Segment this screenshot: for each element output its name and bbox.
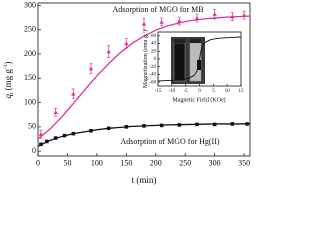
- y-tick-label: 0: [154, 57, 157, 62]
- x-tick-label: 50: [63, 158, 71, 167]
- y-tick-label: 60: [151, 34, 157, 39]
- y-label-symbol: q: [3, 93, 13, 98]
- sample-photo: [171, 37, 205, 84]
- y-tick-label: 40: [151, 42, 157, 47]
- x-axis-label: t (min): [132, 175, 157, 185]
- main-plot: 0 50 100 150 200 250 300 350050100150200250300t…: [3, 0, 251, 185]
- data-point: [159, 19, 164, 24]
- y-tick-label: 250: [24, 25, 36, 34]
- annotation: Adsorption of MGO for MB: [112, 5, 203, 14]
- y-tick-label: 20: [151, 49, 157, 54]
- x-tick-label: 0: [36, 158, 40, 167]
- vial-right-sediment: [197, 60, 201, 70]
- y-label-close: ): [142, 30, 149, 32]
- x-tick-label: 15: [239, 89, 245, 94]
- fit-line: [37, 123, 251, 147]
- data-point: [53, 110, 58, 115]
- y-tick-label: 0: [32, 146, 36, 155]
- y-axis-label: Magnetization (emu g-1): [142, 30, 150, 88]
- vial-right-cap: [190, 39, 201, 43]
- data-point: [212, 11, 217, 16]
- y-tick-label: -60: [149, 80, 156, 85]
- inset-plot: -15 -10 -5 0 5 10 15 -60 -40 -20 0 20 40 60 Magnetic F…: [142, 30, 244, 103]
- vial-left-cap: [174, 39, 185, 43]
- x-tick-label: -10: [168, 89, 175, 94]
- x-tick-label: -15: [155, 89, 162, 94]
- y-label-unit: Magnetization (emu g: [142, 35, 149, 88]
- annotation: Adsorption of MGO for Hg(II): [120, 137, 219, 146]
- y-tick-label: 50: [28, 122, 36, 131]
- x-tick-label: 200: [150, 158, 162, 167]
- y-tick-label: 300: [24, 0, 36, 9]
- x-tick-label: 10: [225, 89, 231, 94]
- plot-frame: [37, 2, 251, 157]
- x-tick-label: 100: [91, 158, 103, 167]
- x-tick-label: 350: [238, 158, 250, 167]
- data-point: [124, 41, 129, 46]
- y-label-superscript: -1: [142, 32, 146, 35]
- y-label-unit: (mg g: [3, 69, 13, 91]
- fit-line: [157, 36, 242, 82]
- x-tick-label: 5: [212, 89, 215, 94]
- y-tick-label: -20: [149, 65, 156, 70]
- y-tick-label: 200: [24, 49, 36, 58]
- y-label-subscript: t: [9, 92, 15, 94]
- vial-left: [173, 42, 186, 82]
- x-axis-label: Magnetic Field (KOe): [172, 96, 225, 103]
- fit-line: [37, 15, 251, 140]
- data-point: [177, 18, 182, 23]
- x-tick-label: 250: [179, 158, 191, 167]
- chart: 0 50 100 150 200 250 300 350050100150200250300t…: [3, 0, 251, 185]
- x-tick-label: 300: [209, 158, 221, 167]
- y-tick-label: -40: [149, 73, 156, 78]
- x-tick-label: -5: [184, 89, 189, 94]
- data-point: [194, 15, 200, 20]
- data-point: [141, 21, 147, 26]
- data-point: [106, 49, 111, 54]
- data-point: [71, 91, 76, 96]
- y-label-close: ): [3, 62, 13, 65]
- y-tick-label: 100: [24, 97, 36, 106]
- x-tick-label: 150: [120, 158, 132, 167]
- y-tick-label: 150: [24, 73, 36, 82]
- y-axis-label: qt(mg g-1): [3, 62, 15, 99]
- y-label-superscript: -1: [3, 64, 9, 69]
- x-tick-label: 0: [198, 89, 201, 94]
- data-point: [88, 66, 94, 71]
